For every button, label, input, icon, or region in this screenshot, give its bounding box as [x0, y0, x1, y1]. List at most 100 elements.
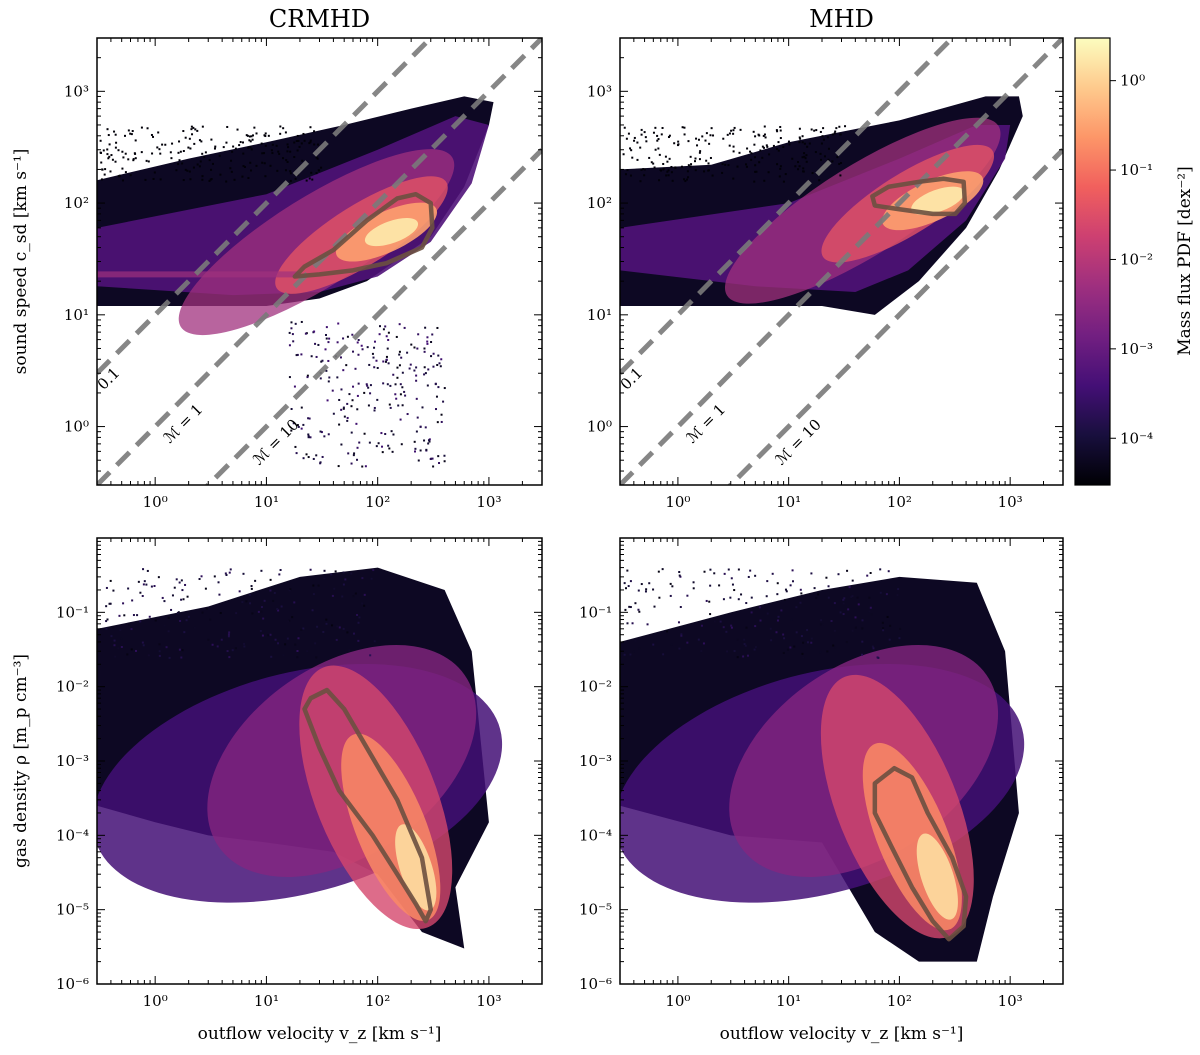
heatmap-pixel: [644, 136, 647, 139]
heatmap-pixel: [158, 643, 161, 646]
heatmap-pixel: [271, 152, 274, 155]
heatmap-pixel: [308, 177, 311, 180]
heatmap-pixel: [394, 383, 397, 386]
heatmap-pixel: [779, 165, 782, 168]
heatmap-pixel: [146, 569, 149, 572]
heatmap-pixel: [861, 619, 864, 622]
heatmap-pixel: [783, 637, 786, 640]
heatmap-pixel: [222, 146, 225, 149]
heatmap-pixel: [294, 322, 297, 325]
heatmap-pixel: [440, 413, 443, 416]
heatmap-pixel: [410, 343, 413, 346]
heatmap-pixel: [437, 386, 440, 389]
heatmap-pixel: [806, 629, 809, 632]
heatmap-pixel: [837, 573, 840, 576]
heatmap-pixel: [423, 350, 426, 353]
heatmap-pixel: [827, 596, 830, 599]
heatmap-pixel: [309, 139, 312, 142]
heatmap-pixel: [674, 166, 677, 169]
heatmap-pixel: [289, 172, 292, 175]
heatmap-pixel: [415, 430, 418, 433]
heatmap-pixel: [139, 620, 142, 623]
heatmap-pixel: [114, 146, 117, 149]
heatmap-pixel: [642, 168, 645, 171]
heatmap-pixel: [250, 587, 253, 590]
heatmap-pixel: [788, 143, 791, 146]
heatmap-pixel: [763, 125, 766, 128]
heatmap-pixel: [259, 629, 262, 632]
heatmap-pixel: [314, 342, 317, 345]
heatmap-pixel: [337, 322, 340, 325]
heatmap-pixel: [305, 179, 308, 182]
heatmap-pixel: [423, 347, 426, 350]
heatmap-pixel: [805, 160, 808, 163]
heatmap-pixel: [373, 409, 376, 412]
heatmap-pixel: [661, 126, 664, 129]
heatmap-pixel: [396, 376, 399, 379]
heatmap-pixel: [178, 581, 181, 584]
heatmap-pixel: [426, 384, 429, 387]
heatmap-pixel: [835, 127, 838, 130]
heatmap-pixel: [745, 602, 748, 605]
heatmap-pixel: [791, 580, 794, 583]
heatmap-pixel: [776, 619, 779, 622]
heatmap-pixel: [302, 627, 305, 630]
heatmap-pixel: [381, 451, 384, 454]
heatmap-pixel: [666, 160, 669, 163]
heatmap-pixel: [264, 175, 267, 178]
heatmap-pixel: [743, 643, 746, 646]
y-tick-label: 10³: [64, 82, 89, 100]
heatmap-pixel: [270, 149, 273, 152]
heatmap-pixel: [198, 578, 201, 581]
heatmap-pixel: [389, 384, 392, 387]
heatmap-pixel: [838, 162, 841, 165]
heatmap-pixel: [766, 145, 769, 148]
heatmap-pixel: [667, 174, 670, 177]
heatmap-pixel: [354, 592, 357, 595]
heatmap-pixel: [766, 580, 769, 583]
heatmap-pixel: [775, 129, 778, 132]
heatmap-pixel: [264, 135, 267, 138]
heatmap-pixel: [719, 620, 722, 623]
heatmap-pixel: [269, 589, 272, 592]
heatmap-pixel: [656, 134, 659, 137]
heatmap-pixel: [288, 331, 291, 334]
heatmap-pixel: [387, 331, 390, 334]
heatmap-pixel: [819, 651, 822, 654]
heatmap-pixel: [861, 627, 864, 630]
heatmap-pixel: [707, 162, 710, 165]
heatmap-pixel: [684, 180, 687, 183]
heatmap-pixel: [755, 170, 758, 173]
heatmap-pixel: [105, 627, 108, 630]
heatmap-pixel: [178, 159, 181, 162]
heatmap-pixel: [423, 373, 426, 376]
heatmap-pixel: [626, 569, 629, 572]
heatmap-pixel: [208, 159, 211, 162]
heatmap-pixel: [395, 335, 398, 338]
heatmap-pixel: [178, 648, 181, 651]
heatmap-pixel: [308, 417, 311, 420]
heatmap-pixel: [681, 126, 684, 129]
heatmap-pixel: [827, 585, 830, 588]
x-tick-label: 10³: [998, 992, 1023, 1010]
heatmap-pixel: [315, 656, 318, 659]
heatmap-pixel: [225, 574, 228, 577]
x-tick-label: 10¹: [776, 992, 801, 1010]
heatmap-pixel: [782, 145, 785, 148]
heatmap-pixel: [190, 125, 193, 128]
heatmap-pixel: [662, 653, 665, 656]
heatmap-pixel: [340, 388, 343, 391]
x-tick-label: 10¹: [254, 992, 279, 1010]
heatmap-pixel: [367, 386, 370, 389]
heatmap-pixel: [686, 594, 689, 597]
heatmap-pixel: [293, 141, 296, 144]
heatmap-pixel: [302, 457, 305, 460]
heatmap-pixel: [234, 647, 237, 650]
heatmap-pixel: [888, 638, 891, 641]
heatmap-pixel: [263, 599, 266, 602]
heatmap-pixel: [210, 138, 213, 141]
heatmap-pixel: [303, 139, 306, 142]
heatmap-pixel: [802, 170, 805, 173]
heatmap-pixel: [643, 131, 646, 134]
heatmap-pixel: [356, 614, 359, 617]
